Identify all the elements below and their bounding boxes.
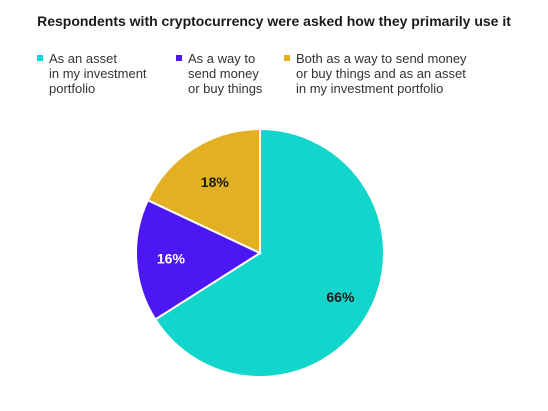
pie-slice-payments — [135, 198, 263, 321]
legend-marker-asset — [37, 55, 43, 61]
legend-marker-payments — [176, 55, 182, 61]
legend-label-payments: As a way to send money or buy things — [188, 51, 263, 96]
slice-label-payments: 16% — [157, 251, 186, 267]
legend-label-asset: As an asset in my investment portfolio — [49, 51, 147, 96]
pie-slice-asset — [153, 127, 385, 378]
slice-label-asset: 66% — [326, 289, 355, 305]
legend-label-both: Both as a way to send money or buy thing… — [296, 51, 467, 96]
legend-marker-both — [284, 55, 290, 61]
chart-title: Respondents with cryptocurrency were ask… — [37, 13, 511, 29]
slice-label-both: 18% — [201, 174, 230, 190]
pie-slice-both — [146, 127, 261, 255]
